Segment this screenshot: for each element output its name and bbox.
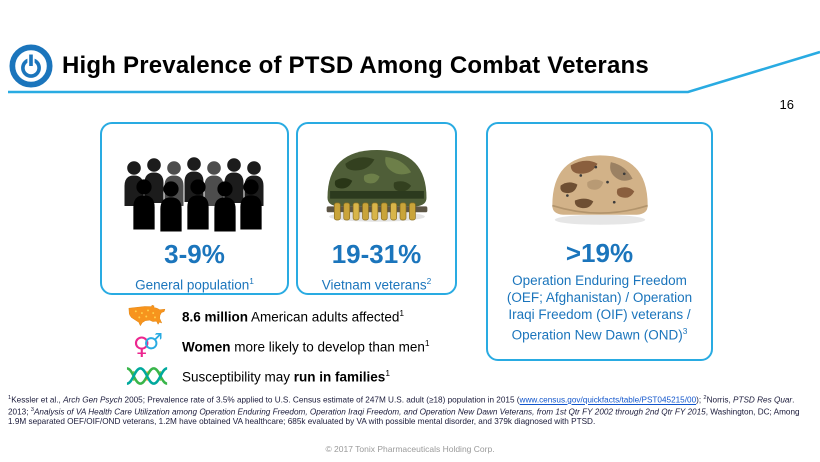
fact-text: 8.6 million American adults affected1 — [182, 307, 405, 325]
crowd-silhouette-image — [120, 136, 270, 232]
stat-footnote-ref: 3 — [682, 326, 688, 336]
stat-footnote-ref: 2 — [426, 275, 432, 286]
stat-label-general: General population1 — [127, 273, 262, 294]
gender-symbols-icon: ♀ ♂ — [124, 330, 172, 360]
facts-list: 8.6 million American adults affected1 ♀ ♂… — [124, 301, 430, 391]
page-number: 16 — [779, 97, 794, 112]
stat-box-oef-oif-ond: >19% Operation Enduring Freedom (OEF; Af… — [486, 122, 713, 361]
stat-footnote-ref: 1 — [249, 275, 254, 286]
census-quickfacts-link[interactable]: www.census.gov/quickfacts/table/PST04521… — [519, 395, 697, 405]
female-symbol-icon: ♀ — [132, 332, 151, 360]
desert-helmet-image — [537, 134, 663, 234]
stat-label-oef: Operation Enduring Freedom (OEF; Afghani… — [488, 272, 711, 344]
dna-icon — [124, 366, 172, 386]
copyright: © 2017 Tonix Pharmaceuticals Holding Cor… — [325, 444, 495, 454]
fact-text: Women more likely to develop than men1 — [182, 337, 430, 355]
footnotes: 1Kessler et al., Arch Gen Psych 2005; Pr… — [8, 395, 800, 427]
stat-box-vietnam-veterans: 19-31% Vietnam veterans2 — [296, 122, 457, 295]
fact-text: Susceptibility may run in families1 — [182, 367, 390, 385]
fact-row-adults-affected: 8.6 million American adults affected1 — [124, 301, 430, 331]
power-icon — [9, 44, 53, 88]
vietnam-helmet-image — [313, 131, 441, 232]
fact-row-families: Susceptibility may run in families1 — [124, 361, 430, 391]
usa-map-icon — [124, 304, 172, 329]
stat-value-general: 3-9% — [164, 238, 225, 269]
slide-title: High Prevalence of PTSD Among Combat Vet… — [62, 52, 649, 79]
stat-value-vietnam: 19-31% — [331, 238, 422, 269]
tonix-power-logo — [9, 44, 53, 88]
stat-box-general-population: 3-9% General population1 — [100, 122, 289, 295]
stat-label-text: Operation Enduring Freedom (OEF; Afghani… — [506, 273, 693, 343]
stat-label-vietnam: Vietnam veterans2 — [314, 273, 439, 294]
stat-label-text: Vietnam veterans — [321, 277, 427, 292]
stat-label-text: General population — [135, 277, 250, 292]
stat-value-oef: >19% — [565, 238, 634, 268]
male-symbol-icon: ♂ — [143, 330, 164, 355]
fact-row-women: ♀ ♂ Women more likely to develop than men… — [124, 331, 430, 361]
header-rule-line — [8, 50, 820, 94]
